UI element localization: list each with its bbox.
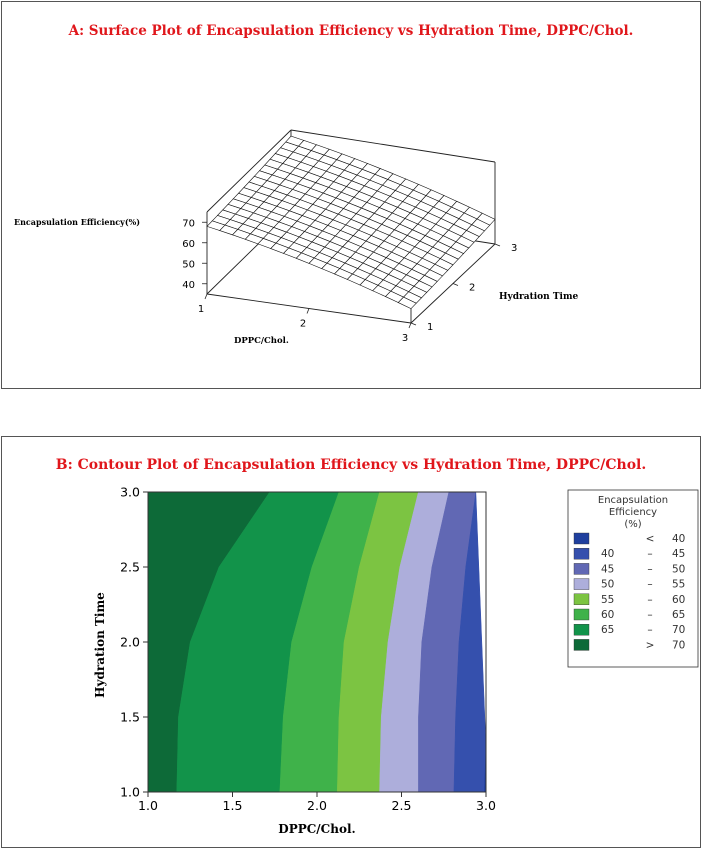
legend-sep: – [647, 579, 652, 591]
x-tick-label: 1 [198, 304, 204, 315]
contour-plot-panel: B: Contour Plot of Encapsulation Efficie… [1, 436, 701, 848]
contour-axes: 1.0 1.5 2.0 2.5 3.0 1.0 1.5 2.0 2.5 3.0 [120, 485, 496, 814]
legend-sep: < [646, 533, 655, 545]
legend-swatch [573, 578, 590, 590]
legend-sep: – [647, 624, 652, 636]
legend-swatch [573, 639, 590, 651]
legend-swatch [573, 547, 590, 560]
z-tick-label: 40 [182, 280, 195, 291]
surface-plot-panel: A: Surface Plot of Encapsulation Efficie… [1, 1, 701, 389]
x-tick [204, 293, 208, 300]
x-tick-label: 1.5 [223, 798, 243, 813]
legend-high: 40 [672, 533, 685, 545]
legend-sep: – [647, 609, 652, 621]
y-tick [452, 283, 459, 286]
y-tick-label: 2.0 [120, 635, 140, 650]
contour-y-axis-label: Hydration Time [93, 592, 107, 698]
legend-high: 55 [672, 579, 685, 591]
y-tick-label: 1.5 [120, 710, 140, 725]
y-tick-label: 3 [511, 243, 517, 254]
legend-title-line: Efficiency [609, 507, 657, 518]
surface-plot-ticks: 40 50 60 70 1 2 3 1 2 3 [182, 218, 517, 344]
x-tick-label: 2 [300, 319, 306, 330]
box-edge [290, 129, 496, 163]
legend-sep: – [647, 563, 652, 575]
x-tick-label: 3 [402, 333, 408, 344]
legend-low: 55 [601, 594, 614, 606]
z-tick-label: 70 [182, 218, 195, 229]
surface-cell [397, 296, 417, 310]
y-tick-label: 2 [469, 283, 475, 294]
contour-plot-title: B: Contour Plot of Encapsulation Efficie… [55, 457, 647, 473]
y-tick-label: 1.0 [120, 785, 140, 800]
y-tick-label: 2.5 [120, 560, 140, 575]
legend-high: 60 [672, 594, 685, 606]
z-tick-label: 50 [182, 259, 195, 270]
contour-regions [147, 491, 487, 793]
surface-y-axis-label: Hydration Time [499, 292, 578, 302]
box-edge [206, 129, 292, 213]
legend-title-line: Encapsulation [598, 495, 668, 506]
legend-sep: > [646, 639, 655, 651]
legend-high: 45 [672, 548, 685, 560]
legend-low: 40 [601, 548, 614, 560]
legend-low: 60 [601, 609, 614, 621]
legend-box [567, 489, 699, 668]
legend-swatch [573, 593, 590, 606]
x-tick-label: 2.0 [307, 798, 327, 813]
x-tick [408, 322, 412, 329]
legend-sep: – [647, 594, 652, 606]
y-tick [410, 322, 417, 326]
legend-high: 50 [672, 563, 685, 575]
surface-plot-svg: 40 50 60 70 1 2 3 1 2 3 Encapsulation Efficiency(… [14, 129, 578, 346]
x-tick [306, 308, 310, 314]
x-tick-label: 1.0 [138, 798, 158, 813]
legend-low: 65 [601, 624, 614, 636]
legend-low: 50 [601, 579, 614, 591]
legend-title-line: (%) [624, 519, 641, 530]
legend-swatch [573, 563, 590, 575]
z-tick-label: 60 [182, 239, 195, 250]
y-tick [494, 243, 501, 247]
contour-x-axis-label: DPPC/Chol. [278, 822, 355, 836]
legend-high: 65 [672, 609, 685, 621]
surface-mesh [206, 135, 496, 310]
legend-swatch [573, 608, 590, 621]
legend-swatch [573, 532, 590, 545]
y-tick-label: 1 [427, 322, 433, 333]
surface-plot-title: A: Surface Plot of Encapsulation Efficie… [68, 23, 634, 39]
surface-z-axis-label: Encapsulation Efficiency(%) [14, 217, 140, 227]
contour-plot-svg: 1.0 1.5 2.0 2.5 3.0 1.0 1.5 2.0 2.5 3.0 DPPC/Chol… [93, 485, 699, 836]
x-tick-label: 2.5 [392, 798, 412, 813]
legend-high: 70 [672, 639, 685, 651]
y-tick-label: 3.0 [120, 485, 140, 500]
legend-swatch [573, 623, 590, 636]
legend-high: 70 [672, 624, 685, 636]
surface-x-axis-label: DPPC/Chol. [234, 336, 289, 346]
legend-low: 45 [601, 563, 614, 575]
legend-sep: – [647, 548, 652, 560]
x-tick-label: 3.0 [476, 798, 496, 813]
